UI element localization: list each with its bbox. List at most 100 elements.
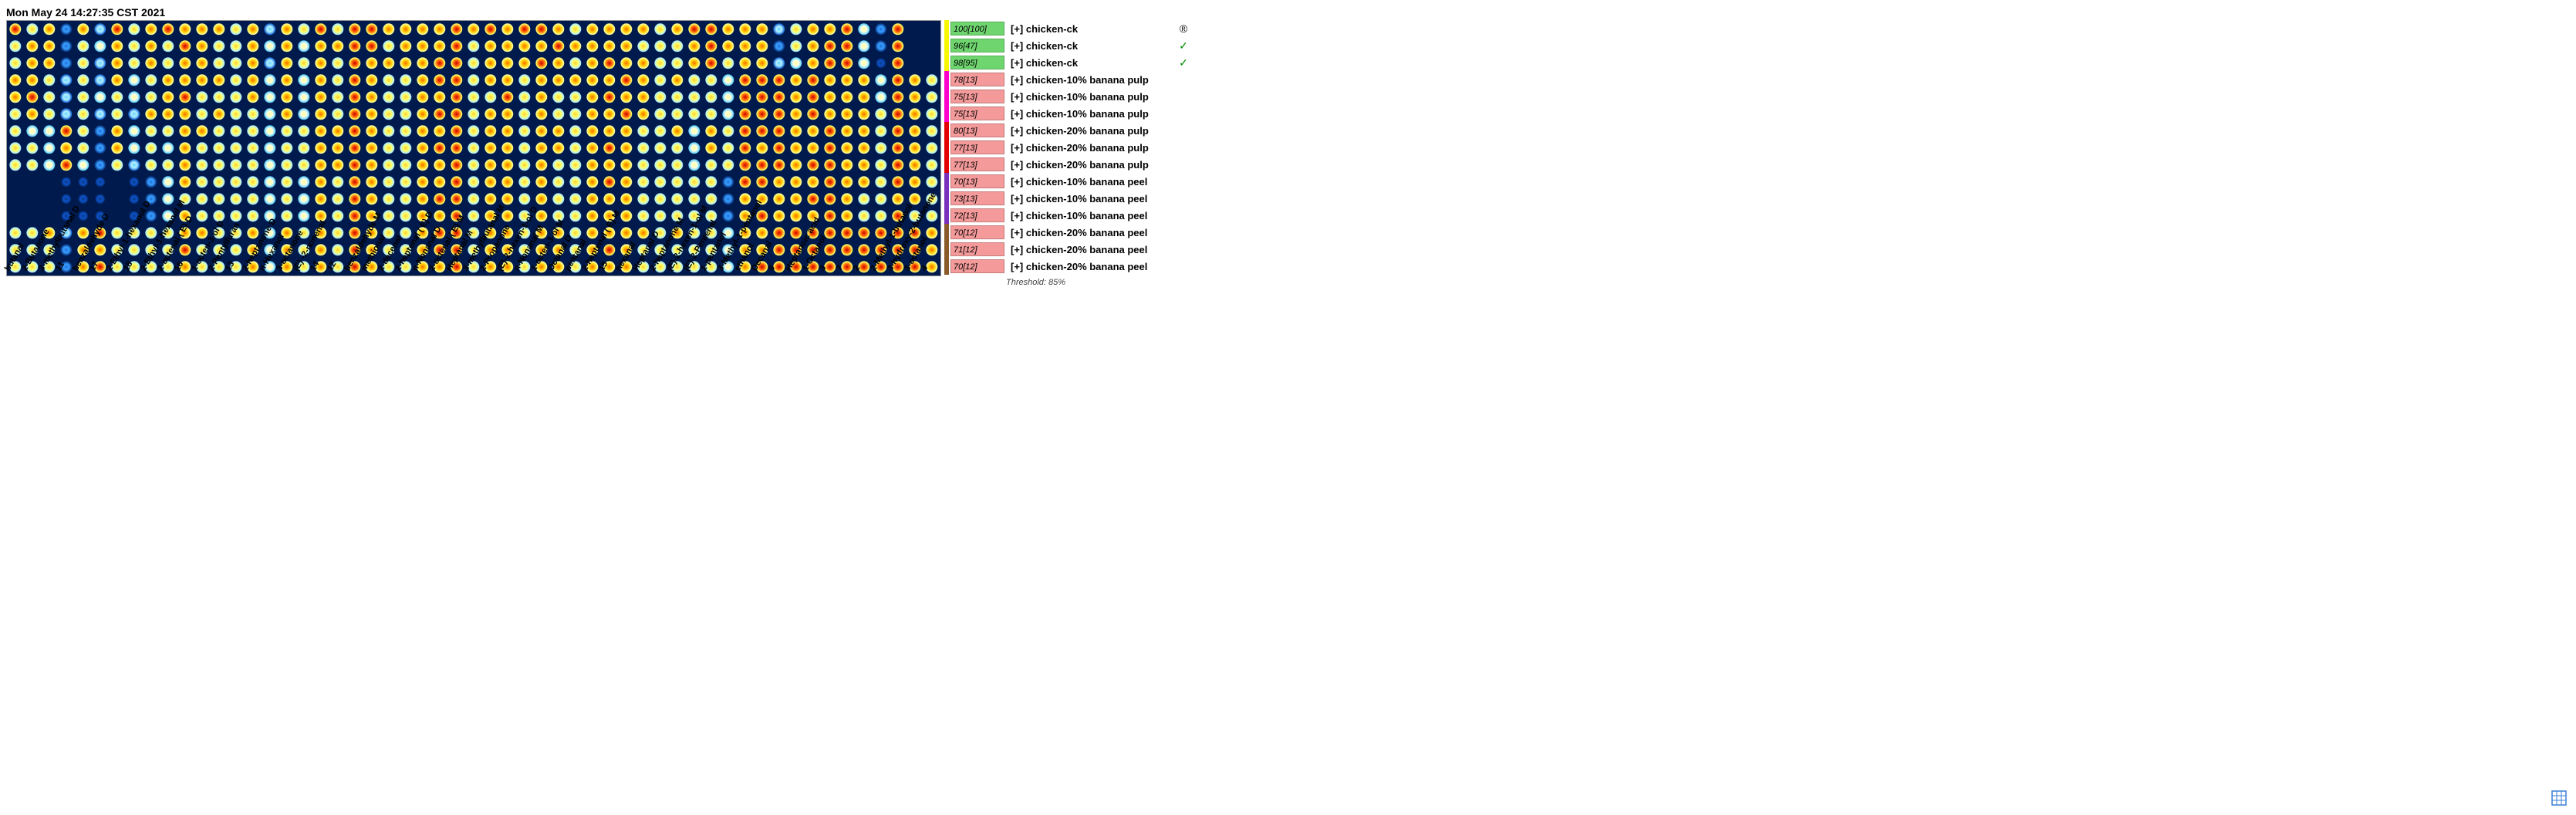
heatmap-cell — [7, 55, 24, 72]
heatmap-cell — [567, 123, 584, 140]
heatmap-cell — [380, 140, 397, 157]
heatmap-cell — [92, 21, 109, 38]
score-bar: 77[13] — [950, 140, 1004, 154]
heatmap-cell — [262, 123, 279, 140]
heatmap-cell — [737, 123, 754, 140]
sample-label[interactable]: [+] chicken-20% banana peel — [1011, 244, 1173, 255]
heatmap-cell — [58, 106, 75, 123]
sample-label[interactable]: [+] chicken-10% banana peel — [1011, 210, 1173, 222]
sample-label[interactable]: [+] chicken-20% banana peel — [1011, 227, 1173, 238]
heatmap-cell — [499, 106, 516, 123]
heatmap-cell — [109, 89, 126, 106]
heatmap-cell — [839, 38, 856, 55]
heatmap-cell — [516, 21, 533, 38]
heatmap-cell — [652, 55, 669, 72]
heatmap-cell — [703, 55, 720, 72]
legend-row: 80[13][+] chicken-20% banana pulp — [944, 122, 1190, 139]
heatmap-cell — [550, 72, 567, 89]
heatmap-cell — [58, 38, 75, 55]
heatmap-cell — [431, 106, 448, 123]
heatmap-cell — [143, 106, 160, 123]
heatmap-cell — [312, 89, 329, 106]
heatmap-cell — [465, 72, 482, 89]
sample-label[interactable]: [+] chicken-20% banana peel — [1011, 261, 1173, 272]
group-color-bar — [944, 20, 949, 37]
sample-label[interactable]: [+] chicken-10% banana pulp — [1011, 91, 1173, 103]
heatmap-cell — [499, 72, 516, 89]
heatmap-cell — [516, 140, 533, 157]
heatmap-cell — [703, 106, 720, 123]
heatmap-cell — [822, 72, 839, 89]
heatmap-cell — [669, 140, 686, 157]
heatmap-cell — [397, 123, 414, 140]
heatmap-cell — [24, 174, 41, 191]
heatmap-cell — [533, 38, 550, 55]
heatmap-cell — [194, 72, 211, 89]
heatmap-cell — [856, 38, 873, 55]
sample-label[interactable]: [+] chicken-20% banana pulp — [1011, 142, 1173, 154]
heatmap-cell — [533, 140, 550, 157]
heatmap-cell — [92, 140, 109, 157]
heatmap-cell — [482, 123, 499, 140]
heatmap-cell — [75, 21, 92, 38]
legend-row: 75[13][+] chicken-10% banana pulp — [944, 88, 1190, 105]
heatmap-cell — [533, 21, 550, 38]
heatmap-cell — [771, 38, 788, 55]
heatmap-cell — [567, 89, 584, 106]
heatmap-cell — [669, 38, 686, 55]
heatmap-cell — [211, 38, 228, 55]
heatmap-cell — [703, 21, 720, 38]
gallery-icon[interactable] — [2551, 790, 2567, 806]
heatmap-cell — [516, 55, 533, 72]
heatmap-cell — [329, 140, 346, 157]
heatmap-cell — [482, 89, 499, 106]
heatmap-cell — [550, 123, 567, 140]
sample-label[interactable]: [+] chicken-20% banana pulp — [1011, 125, 1173, 137]
heatmap-cell — [262, 72, 279, 89]
heatmap-cell — [312, 123, 329, 140]
heatmap-cell — [41, 157, 58, 174]
heatmap-cell — [788, 123, 805, 140]
heatmap-cell — [567, 140, 584, 157]
heatmap-cell — [550, 89, 567, 106]
heatmap-cell — [788, 106, 805, 123]
sample-label[interactable]: [+] chicken-10% banana pulp — [1011, 74, 1173, 86]
sample-label[interactable]: [+] chicken-20% banana pulp — [1011, 159, 1173, 171]
heatmap-cell — [788, 72, 805, 89]
heatmap-cell — [516, 106, 533, 123]
heatmap-cell — [618, 21, 635, 38]
heatmap-cell — [890, 38, 906, 55]
heatmap-cell — [194, 140, 211, 157]
heatmap-cell — [7, 174, 24, 191]
sample-label[interactable]: [+] chicken-10% banana pulp — [1011, 108, 1173, 120]
heatmap-cell — [805, 38, 822, 55]
heatmap-cell — [482, 21, 499, 38]
heatmap-cell — [805, 21, 822, 38]
heatmap-cell — [41, 72, 58, 89]
sample-label[interactable]: [+] chicken-ck — [1011, 57, 1173, 69]
heatmap-cell — [635, 123, 652, 140]
heatmap-cell — [245, 140, 262, 157]
sample-label[interactable]: [+] chicken-ck — [1011, 40, 1173, 52]
heatmap-cell — [228, 55, 245, 72]
heatmap-cell — [245, 106, 262, 123]
sample-label[interactable]: [+] chicken-ck — [1011, 23, 1173, 35]
legend-row: 96[47][+] chicken-ck✓ — [944, 37, 1190, 54]
heatmap-cell — [618, 106, 635, 123]
sample-label[interactable]: [+] chicken-10% banana peel — [1011, 176, 1173, 188]
heatmap-cell — [482, 140, 499, 157]
heatmap-cell — [754, 72, 771, 89]
heatmap-cell — [75, 123, 92, 140]
heatmap-cell — [771, 140, 788, 157]
heatmap-cell — [160, 21, 177, 38]
heatmap-cell — [211, 55, 228, 72]
heatmap-cell — [194, 55, 211, 72]
heatmap-cell — [465, 38, 482, 55]
heatmap-cell — [873, 55, 890, 72]
heatmap-cell — [431, 89, 448, 106]
heatmap-cell — [194, 123, 211, 140]
heatmap-cell — [7, 89, 24, 106]
sample-label[interactable]: [+] chicken-10% banana peel — [1011, 193, 1173, 205]
group-color-bar — [944, 37, 949, 54]
heatmap-cell — [177, 123, 194, 140]
